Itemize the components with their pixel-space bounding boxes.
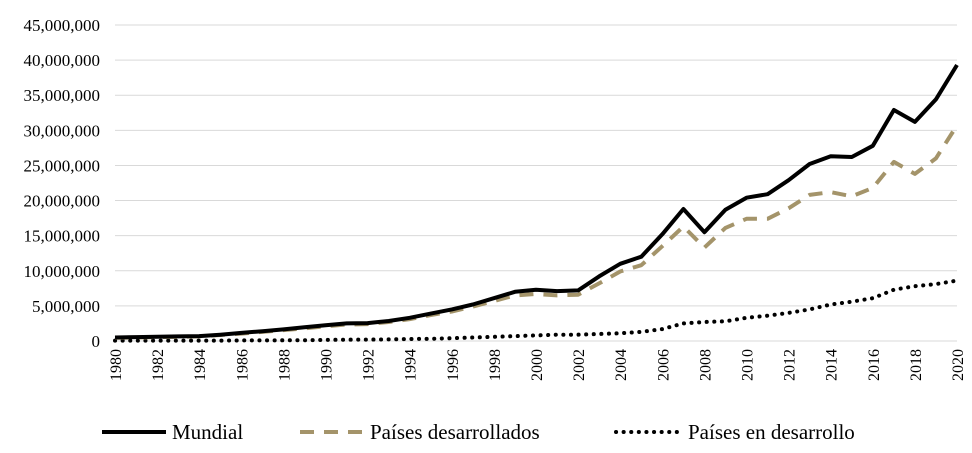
legend-label: Países en desarrollo bbox=[688, 420, 855, 444]
x-tick-label: 1984 bbox=[192, 349, 209, 381]
x-tick-label: 1982 bbox=[150, 349, 167, 381]
x-tick-label: 2010 bbox=[740, 349, 757, 381]
x-tick-label: 1980 bbox=[108, 349, 125, 381]
y-tick-label: 0 bbox=[92, 332, 101, 351]
y-tick-label: 45,000,000 bbox=[24, 16, 101, 35]
x-axis-tick-labels: 1980 1982 1984 1986 1988 1990 1992 1994 1996 1998… bbox=[108, 349, 967, 381]
x-tick-label: 1994 bbox=[403, 349, 420, 381]
y-tick-label: 40,000,000 bbox=[24, 51, 101, 70]
x-tick-label: 2018 bbox=[908, 349, 925, 381]
legend-label: Mundial bbox=[172, 420, 243, 444]
x-tick-label: 1998 bbox=[487, 349, 504, 381]
y-tick-label: 30,000,000 bbox=[24, 121, 101, 140]
legend-label: Países desarrollados bbox=[370, 420, 540, 444]
x-tick-label: 2020 bbox=[950, 349, 967, 381]
gridlines bbox=[115, 24, 957, 307]
series-lines bbox=[113, 63, 959, 343]
y-tick-label: 35,000,000 bbox=[24, 86, 101, 105]
y-axis-tick-labels: 0 5,000,000 10,000,000 15,000,000 20,000,000… bbox=[24, 16, 101, 351]
series-line-paises-desarrollados bbox=[114, 124, 959, 340]
y-tick-label: 10,000,000 bbox=[24, 262, 101, 281]
x-tick-label: 1990 bbox=[319, 349, 336, 381]
x-tick-label: 2012 bbox=[782, 349, 799, 381]
x-tick-label: 1996 bbox=[445, 349, 462, 381]
y-tick-label: 5,000,000 bbox=[32, 297, 100, 316]
series-line-mundial bbox=[114, 63, 959, 340]
x-tick-label: 2016 bbox=[866, 349, 883, 381]
x-tick-label: 1992 bbox=[361, 349, 378, 381]
legend: Mundial Países desarrollados Países en des… bbox=[102, 420, 855, 444]
x-tick-label: 2014 bbox=[824, 349, 841, 381]
y-tick-label: 15,000,000 bbox=[24, 227, 101, 246]
x-tick-label: 1988 bbox=[276, 349, 293, 381]
x-tick-label: 2002 bbox=[571, 349, 588, 381]
y-tick-label: 25,000,000 bbox=[24, 156, 101, 175]
x-tick-label: 2000 bbox=[529, 349, 546, 381]
y-tick-label: 20,000,000 bbox=[24, 192, 101, 211]
x-tick-label: 1986 bbox=[234, 349, 251, 381]
x-tick-label: 2006 bbox=[655, 349, 672, 381]
x-tick-label: 2008 bbox=[697, 349, 714, 381]
x-tick-label: 2004 bbox=[613, 349, 630, 381]
